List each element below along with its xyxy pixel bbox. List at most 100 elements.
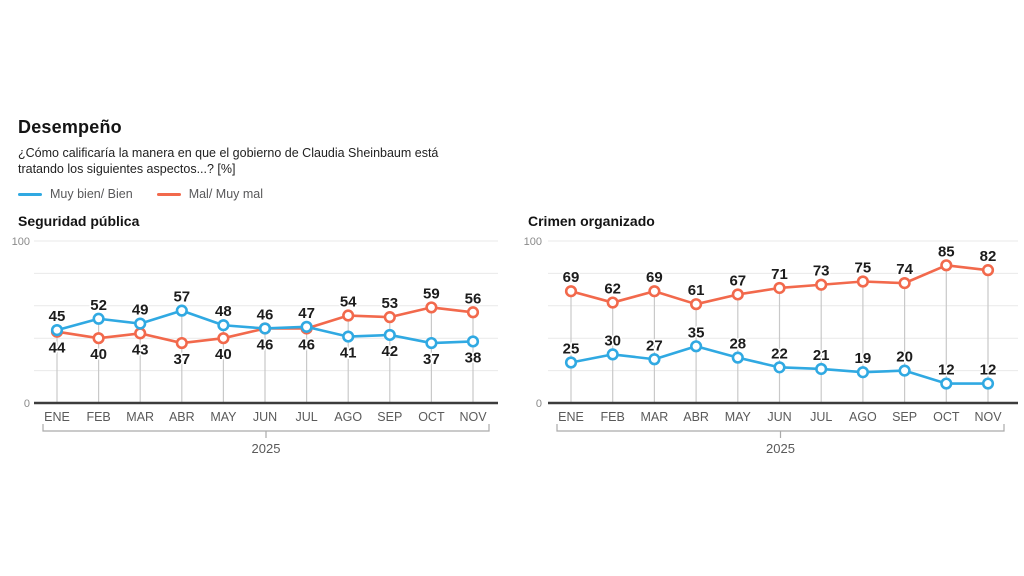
data-point xyxy=(898,277,911,290)
header: Desempeño ¿Cómo calificaría la manera en… xyxy=(18,117,498,201)
data-point xyxy=(425,336,438,350)
value-label: 74 xyxy=(896,261,913,278)
data-point xyxy=(342,309,355,322)
value-label: 37 xyxy=(423,351,440,368)
value-label: 37 xyxy=(173,351,190,368)
x-tick-label: ENE xyxy=(44,410,70,424)
legend-label-mal: Mal/ Muy mal xyxy=(188,187,264,201)
data-point xyxy=(466,335,480,348)
data-point xyxy=(981,377,995,390)
data-point xyxy=(217,319,230,332)
x-tick-label: JUN xyxy=(767,410,791,424)
value-label: 56 xyxy=(465,290,482,307)
data-point xyxy=(425,301,438,314)
legend-swatch-orange-icon xyxy=(156,192,181,196)
value-label: 40 xyxy=(215,346,232,363)
chart-crimen-organizado: Crimen organizado 100 0 25 30 27 35 28 22 21 19 20… xyxy=(524,213,1018,456)
value-label: 46 xyxy=(257,336,274,353)
value-label: 12 xyxy=(980,362,997,379)
value-label: 69 xyxy=(646,269,663,286)
value-label: 67 xyxy=(729,272,746,289)
value-label: 19 xyxy=(855,350,872,367)
value-label: 28 xyxy=(729,336,746,353)
value-label: 46 xyxy=(298,336,315,353)
legend-item-mal: Mal/ Muy mal xyxy=(156,187,264,201)
value-label: 30 xyxy=(604,332,621,349)
x-tick-label: SEP xyxy=(377,410,402,424)
value-label: 25 xyxy=(563,341,580,358)
x-tick-label: AGO xyxy=(849,410,877,424)
data-point xyxy=(856,275,870,288)
plot-area-seguridad: 100 0 45 52 49 57 48 46 47 41 42 37 38 44 40 43 37 40 46 46… xyxy=(12,236,498,456)
data-point xyxy=(940,377,953,390)
data-point xyxy=(342,330,355,343)
value-label: 85 xyxy=(938,243,955,260)
value-label: 73 xyxy=(813,263,830,280)
x-tick-label: NOV xyxy=(974,410,1002,424)
value-label: 59 xyxy=(423,285,440,302)
value-label: 48 xyxy=(215,303,232,320)
chart-title-seguridad: Seguridad pública xyxy=(18,213,140,229)
data-point xyxy=(466,306,480,319)
value-label: 35 xyxy=(688,324,705,341)
data-point xyxy=(773,361,786,374)
data-point xyxy=(50,323,64,337)
value-label: 20 xyxy=(896,349,913,366)
x-tick-label: OCT xyxy=(933,410,960,424)
value-label: 57 xyxy=(173,289,190,306)
data-point xyxy=(92,312,105,325)
data-point xyxy=(856,366,870,379)
value-label: 40 xyxy=(90,346,107,363)
data-point xyxy=(134,327,147,340)
value-label: 62 xyxy=(604,281,621,298)
y-axis-label-0: 0 xyxy=(536,398,542,410)
x-tick-label: MAY xyxy=(725,410,752,424)
data-point xyxy=(92,332,105,345)
chart-seguridad-publica: Seguridad pública 100 0 45 52 49 57 48 46 47 41 42… xyxy=(12,213,498,456)
survey-question-line1: ¿Cómo calificaría la manera en que el go… xyxy=(18,146,439,160)
value-label: 21 xyxy=(813,347,830,364)
data-point xyxy=(898,364,911,377)
data-point xyxy=(564,356,578,369)
value-label: 42 xyxy=(381,343,398,360)
y-axis-label-100: 100 xyxy=(524,236,542,248)
legend-item-muy-bien: Muy bien/ Bien xyxy=(18,187,133,201)
data-point xyxy=(815,362,828,376)
data-point xyxy=(217,332,230,345)
data-point xyxy=(175,304,188,317)
x-tick-label: NOV xyxy=(459,410,487,424)
data-point xyxy=(773,281,786,295)
legend: Muy bien/ Bien Mal/ Muy mal xyxy=(18,187,498,201)
data-point xyxy=(258,322,272,335)
data-point xyxy=(564,285,578,298)
value-label: 43 xyxy=(132,341,149,358)
legend-swatch-blue-icon xyxy=(18,192,42,196)
data-point xyxy=(606,348,619,361)
legend-label-muy-bien: Muy bien/ Bien xyxy=(50,187,133,201)
data-point xyxy=(648,353,661,366)
data-point xyxy=(731,288,744,301)
data-point xyxy=(648,285,661,298)
value-label: 71 xyxy=(771,266,788,283)
value-label: 54 xyxy=(340,294,357,311)
value-label: 44 xyxy=(49,340,66,357)
x-tick-label: ABR xyxy=(683,410,709,424)
value-label: 61 xyxy=(688,282,705,299)
data-point xyxy=(383,328,396,342)
value-label: 47 xyxy=(298,305,315,322)
x-tick-label: JUL xyxy=(295,410,317,424)
value-label: 45 xyxy=(49,308,66,325)
x-tick-label: OCT xyxy=(418,410,445,424)
value-label: 53 xyxy=(381,295,398,312)
x-tick-label: JUL xyxy=(810,410,832,424)
chart-title-crimen: Crimen organizado xyxy=(528,213,655,229)
year-bracket xyxy=(556,424,1005,438)
x-tick-label: FEB xyxy=(86,410,110,424)
year-bracket xyxy=(42,424,490,438)
value-label: 41 xyxy=(340,345,357,362)
data-point xyxy=(981,264,995,277)
year-label: 2025 xyxy=(252,441,281,456)
data-point xyxy=(690,298,703,311)
data-point xyxy=(815,278,828,291)
value-label: 75 xyxy=(855,260,872,277)
